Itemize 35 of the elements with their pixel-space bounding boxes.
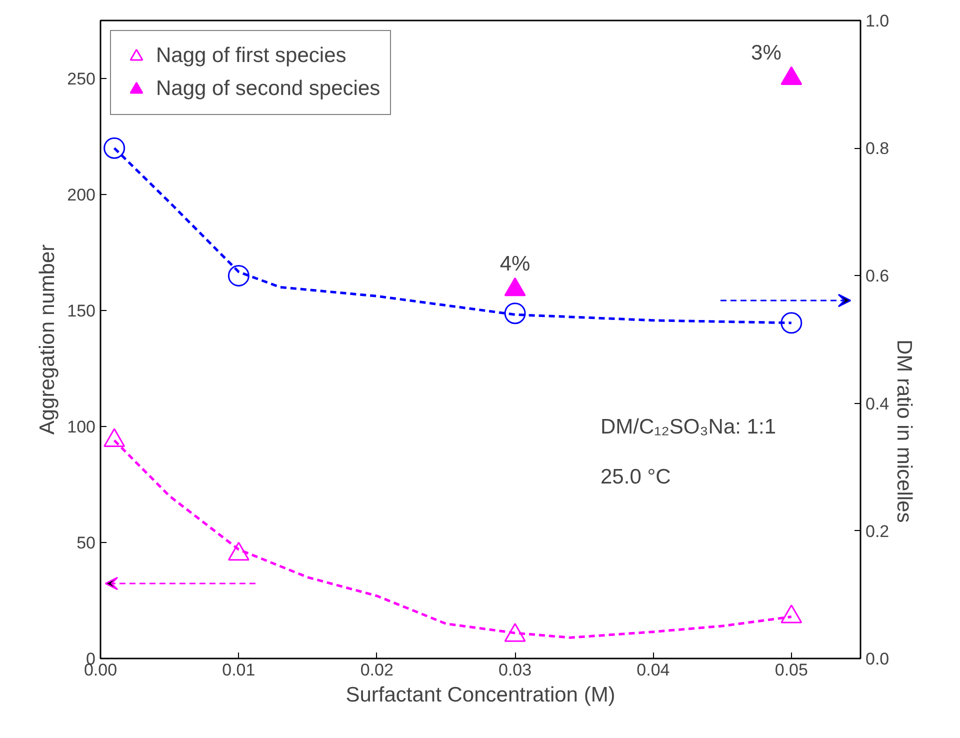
- annotation: DM/C₁₂SO₃Na: 1:1: [600, 416, 776, 438]
- x-axis-title: Surfactant Concentration (M): [346, 684, 616, 706]
- annotation: 4%: [500, 252, 530, 276]
- point: [104, 137, 126, 159]
- y-tick-label: 150: [67, 302, 96, 320]
- point: [228, 542, 250, 561]
- y-tick-label: 100: [67, 418, 96, 436]
- x-tick-label: 0.02: [360, 660, 394, 680]
- x-tick-label: 0.01: [222, 660, 256, 680]
- point: [228, 264, 250, 286]
- legend-label: Nagg of first species: [156, 44, 346, 68]
- y2-tick-label: 0.4: [866, 394, 890, 414]
- y2-tick-label: 1.0: [866, 12, 890, 30]
- point: [780, 604, 802, 624]
- point: [780, 66, 802, 86]
- annotation: 25.0 °C: [600, 466, 671, 488]
- x-tick-label: 0.04: [636, 660, 670, 680]
- point: [504, 623, 526, 642]
- y2-tick-label: 0.0: [866, 650, 890, 668]
- annotation: 3%: [751, 42, 782, 64]
- legend-label: Nagg of second species: [156, 77, 380, 101]
- point: [780, 312, 802, 334]
- y2-tick-label: 0.6: [866, 266, 890, 286]
- y-axis-title: Aggregation number: [36, 244, 60, 435]
- point: [504, 302, 526, 324]
- x-tick-label: 0.03: [498, 660, 532, 680]
- y2-tick-label: 0.8: [866, 139, 890, 158]
- point: [504, 277, 526, 296]
- y-tick-label: 250: [67, 70, 96, 88]
- point: [104, 428, 126, 447]
- y2-tick-label: 0.2: [866, 522, 890, 541]
- y-tick-label: 200: [67, 186, 96, 204]
- x-tick-label: 0.05: [774, 660, 808, 680]
- y-tick-label: 50: [76, 534, 96, 552]
- y2-axis-title: DM ratio in micelles: [892, 340, 916, 523]
